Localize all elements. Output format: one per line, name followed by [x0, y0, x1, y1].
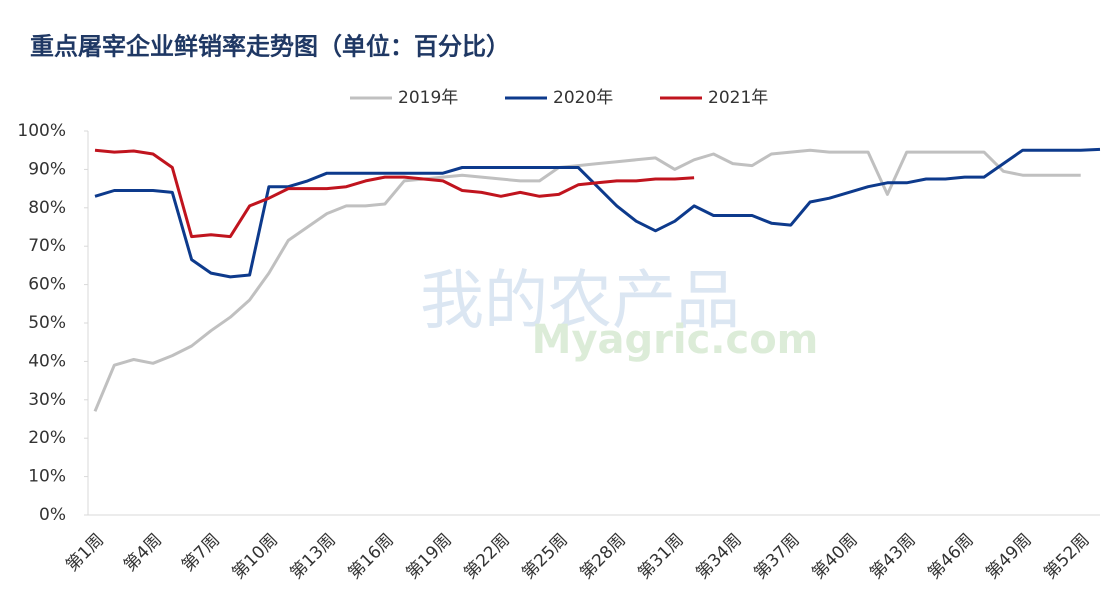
series-line [94, 147, 1101, 279]
y-tick-label: 70% [28, 236, 66, 256]
x-tick-label: 第37周 [750, 530, 803, 583]
x-tick-label: 第49周 [982, 530, 1035, 583]
x-tick-label: 第31周 [634, 530, 687, 583]
watermark: Myagric.com [532, 317, 819, 363]
series-line [93, 148, 1081, 412]
x-tick-label: 第43周 [866, 530, 919, 583]
x-tick-label: 第7周 [178, 530, 224, 576]
watermark: 我的农产品 [420, 265, 740, 339]
x-tick-label: 第10周 [229, 530, 282, 583]
x-tick-label: 第40周 [808, 530, 861, 583]
legend-label: 2020年 [553, 88, 613, 108]
x-tick-label: 第34周 [692, 530, 745, 583]
chart-title: 重点屠宰企业鲜销率走势图（单位：百分比） [30, 32, 510, 61]
y-tick-label: 0% [39, 505, 66, 525]
y-tick-label: 80% [28, 198, 66, 218]
series-line [94, 148, 695, 239]
y-tick-label: 20% [28, 428, 66, 448]
y-tick-label: 100% [17, 121, 66, 141]
x-tick-label: 第1周 [62, 530, 108, 576]
x-tick-label: 第25周 [518, 530, 571, 583]
y-tick-label: 40% [28, 351, 66, 371]
x-tick-label: 第28周 [576, 530, 629, 583]
x-tick-label: 第4周 [120, 530, 166, 576]
x-tick-label: 第22周 [460, 530, 513, 583]
x-tick-label: 第46周 [924, 530, 977, 583]
y-tick-label: 60% [28, 275, 66, 295]
y-tick-label: 90% [28, 159, 66, 179]
y-tick-label: 30% [28, 390, 66, 410]
x-tick-label: 第13周 [287, 530, 340, 583]
legend-label: 2019年 [398, 88, 458, 108]
y-tick-label: 50% [28, 313, 66, 333]
x-tick-label: 第19周 [402, 530, 455, 583]
legend-label: 2021年 [708, 88, 768, 108]
x-tick-label: 第16周 [344, 530, 397, 583]
x-tick-label: 第52周 [1040, 530, 1093, 583]
y-tick-label: 10% [28, 467, 66, 487]
